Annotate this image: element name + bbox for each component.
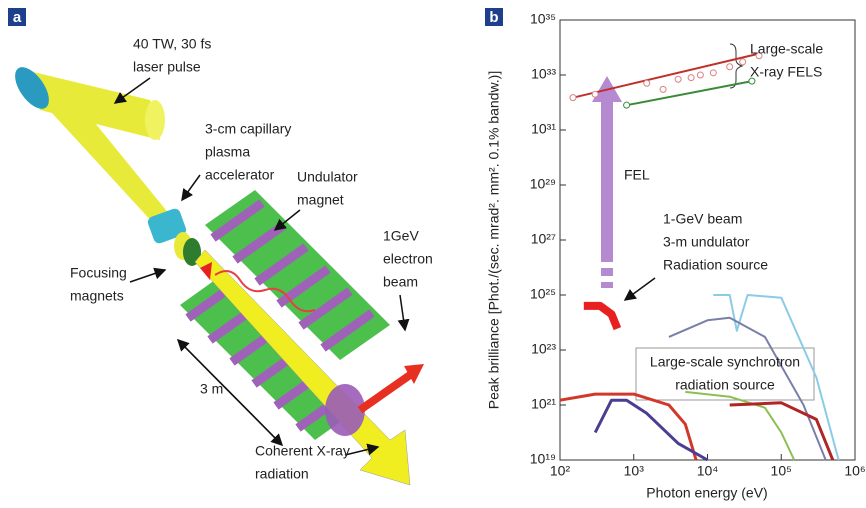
y-tick-label: 10²⁷	[531, 231, 556, 247]
annotation: Undulator	[297, 169, 358, 185]
annotation: Large-scale	[750, 41, 823, 57]
annotation: electron	[383, 251, 433, 267]
annotation: plasma	[205, 144, 250, 160]
y-tick-label: 10³¹	[531, 121, 556, 137]
annotation: X-ray FELS	[750, 64, 822, 80]
series-marker	[727, 64, 733, 70]
series-marker	[592, 91, 598, 97]
fel-arrow	[592, 76, 622, 288]
series-marker	[624, 102, 630, 108]
annotation: accelerator	[205, 167, 275, 183]
x-tick-label: 10⁴	[697, 463, 719, 479]
series-marker	[688, 75, 694, 81]
y-tick-label: 10²¹	[531, 396, 556, 412]
x-tick-label: 10⁶	[844, 463, 865, 479]
series-marker	[660, 86, 666, 92]
detector	[325, 384, 365, 436]
series-marker	[697, 72, 703, 78]
annotation: radiation	[255, 466, 309, 482]
x-tick-label: 10⁵	[771, 463, 792, 479]
y-tick-label: 10¹⁹	[530, 451, 556, 467]
annotation: radiation source	[675, 377, 775, 393]
annotation: magnets	[70, 288, 124, 304]
annotation: 40 TW, 30 fs	[133, 36, 211, 52]
electron-beam-arrow	[360, 375, 410, 410]
series-marker	[570, 95, 576, 101]
y-tick-label: 10³³	[531, 66, 556, 82]
annotation: Focusing	[70, 265, 127, 281]
series-marker	[710, 70, 716, 76]
annotation: 3 m	[200, 381, 223, 397]
annotation: magnet	[297, 192, 344, 208]
y-tick-label: 10³⁵	[530, 11, 556, 27]
laser-beam-end	[145, 100, 165, 140]
panel-label: b	[489, 9, 498, 26]
figure: a 40 TW, 30 fs laser pulse 3-cm capillary p…	[0, 0, 866, 508]
annotation: 3-m undulator	[663, 234, 750, 250]
series-line	[584, 306, 618, 329]
chart: b Photon energy (eV) Peak brilliance [Ph…	[485, 8, 866, 501]
annotation: 1GeV	[383, 228, 419, 244]
annotation: laser pulse	[133, 59, 201, 75]
series-line	[595, 400, 707, 460]
diagram: a	[8, 8, 424, 485]
series-marker	[675, 76, 681, 82]
series-marker	[740, 59, 746, 65]
series-marker	[644, 80, 650, 86]
annotation: FEL	[624, 167, 650, 183]
annotation: Radiation source	[663, 257, 768, 273]
series-line	[560, 394, 696, 460]
y-tick-label: 10²⁹	[530, 176, 556, 192]
annotation: Coherent X-ray	[255, 443, 350, 459]
x-tick-label: 10³	[624, 463, 645, 479]
x-axis-label: Photon energy (eV)	[646, 485, 767, 501]
panel-label: a	[13, 9, 22, 26]
y-axis-label: Peak brilliance [Phot./(sec. mrad². mm².…	[486, 71, 502, 409]
y-tick-label: 10²⁵	[530, 286, 556, 302]
annotation: beam	[383, 274, 418, 290]
y-tick-label: 10²³	[531, 341, 556, 357]
annotation: Large-scale synchrotron	[650, 354, 800, 370]
annotation: 1-GeV beam	[663, 211, 742, 227]
callout	[625, 278, 655, 300]
annotation: 3-cm capillary	[205, 121, 291, 137]
